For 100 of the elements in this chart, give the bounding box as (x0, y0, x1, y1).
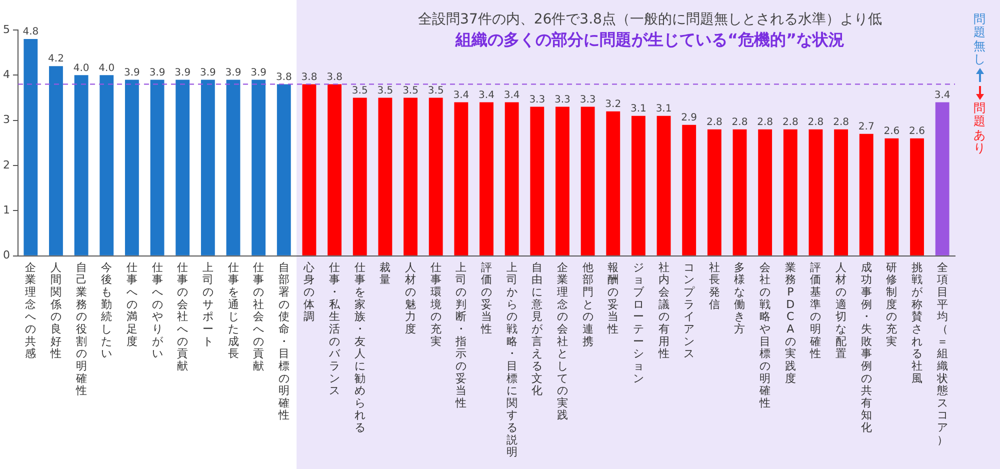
x-tick-label: 社内会議の有用性 (657, 260, 670, 360)
bar (682, 124, 696, 256)
x-tick-label: 仕事環境の充実 (429, 260, 442, 348)
bar (732, 129, 747, 256)
y-tick-label: 0 (3, 248, 10, 262)
bar (200, 80, 215, 256)
data-label: 3.2 (605, 98, 622, 110)
bar (556, 106, 570, 256)
bar (150, 80, 164, 256)
data-label: 3.9 (225, 67, 242, 78)
category-label: 会社の戦略や目標の明確性 (760, 260, 771, 410)
category-label: 仕事の社会への貢献 (253, 260, 264, 372)
data-label: 3.5 (377, 85, 394, 96)
bar (808, 129, 823, 256)
bar (302, 84, 316, 256)
data-label: 2.8 (833, 116, 849, 128)
data-label: 3.9 (174, 67, 191, 78)
x-tick-label: 上司のサポート (202, 260, 214, 348)
category-label: 自部署の使命・目標の明確性 (278, 260, 290, 422)
data-label: 2.8 (732, 116, 748, 128)
data-label: 3.9 (200, 67, 216, 78)
data-label: 3.8 (276, 72, 292, 83)
data-label: 3.3 (529, 94, 546, 106)
x-tick-label: 仕事を通じた成長 (228, 260, 239, 360)
bar (656, 116, 671, 256)
bar (758, 129, 772, 256)
bar (49, 66, 63, 256)
data-label: 4.2 (48, 54, 64, 65)
bar (884, 138, 899, 256)
data-label: 3.4 (934, 90, 950, 101)
data-label: 2.9 (681, 112, 698, 124)
data-label: 2.8 (706, 116, 722, 128)
x-tick-label: 報酬の妥当性 (606, 260, 619, 336)
data-label: 3.1 (630, 103, 646, 114)
category-label: 仕事・私生活のバランス (329, 260, 340, 398)
bar (454, 102, 468, 256)
data-label: 3.9 (124, 67, 140, 78)
category-label: 上司の判断・指示の妥当性 (456, 260, 467, 410)
data-label: 2.8 (808, 116, 824, 128)
x-tick-label: 評価基準の明確性 (809, 260, 822, 360)
data-label: 3.1 (656, 103, 672, 114)
x-tick-label: 人材の適切な配置 (834, 260, 847, 360)
x-tick-label: 社長発信 (708, 260, 720, 311)
bar (24, 39, 38, 256)
bar (252, 80, 266, 256)
bar (935, 102, 950, 256)
category-label: 業務PDCAの実践度 (784, 260, 796, 385)
data-label: 3.8 (301, 72, 318, 83)
x-tick-label: 多様な働き方 (734, 260, 746, 336)
x-tick-label: 研修制度の充実 (886, 260, 898, 348)
bar (834, 129, 848, 256)
data-label: 3.8 (326, 72, 343, 83)
data-label: 2.7 (858, 122, 874, 132)
category-label: 成功事例・失敗事例の共有知化 (860, 260, 872, 434)
x-tick-label: 企業理念への共感 (25, 260, 36, 360)
x-tick-label: 今後も勤続したい (100, 260, 112, 360)
category-label: 仕事の会社への貢献 (177, 260, 188, 372)
x-tick-label: 人間関係の良好性 (49, 260, 62, 360)
bar (100, 75, 114, 256)
category-label: 仕事を家族・友人に勧められる (354, 260, 366, 434)
category-label: 企業理念の会社としての実践 (556, 260, 568, 422)
bar (504, 102, 519, 256)
x-tick-label: 評価の妥当性 (480, 260, 492, 336)
data-label: 4.0 (98, 62, 115, 74)
bar (859, 134, 874, 256)
category-label: 上司からの戦略・目標に関する説明 (506, 260, 518, 459)
data-label: 3.5 (402, 85, 418, 96)
chart-subtitle: 全設問37件の内、26件で3.8点（一般的に問題無しとされる水準）より低 (418, 12, 882, 28)
category-label: 自由に意見が言える文化 (532, 260, 543, 398)
data-label: 2.8 (782, 116, 798, 128)
bar (276, 84, 291, 256)
bar (428, 98, 443, 256)
bar (707, 129, 722, 256)
y-tick-label: 5 (3, 22, 10, 36)
data-label: 3.4 (504, 90, 520, 101)
bar (378, 98, 392, 256)
y-tick-label: 3 (3, 113, 10, 126)
data-label: 4.8 (22, 26, 39, 38)
bar (530, 106, 544, 256)
bar (606, 111, 620, 256)
data-label: 2.8 (757, 116, 774, 128)
y-tick-label: 1 (3, 204, 10, 217)
x-tick-label: 仕事へのやりがい (152, 260, 164, 360)
text: 問題無し (973, 12, 986, 66)
bar (580, 106, 595, 256)
bar (176, 80, 190, 256)
data-label: 3.4 (478, 90, 494, 101)
data-label: 2.6 (909, 126, 925, 138)
data-label: 3.4 (453, 90, 470, 101)
y-tick-label: 2 (3, 158, 10, 172)
category-label: 全項目平均（＝組織状態スコア） (936, 260, 948, 446)
bar (910, 138, 924, 256)
y-tick-label: 4 (3, 68, 10, 82)
x-tick-label: 裁量 (380, 260, 391, 286)
data-label: 3.9 (250, 67, 267, 78)
category-label: 自己業務の役割の明確性 (76, 260, 87, 398)
bar (783, 129, 798, 256)
x-tick-label: コンプライアンス (684, 260, 696, 360)
bar (74, 75, 88, 256)
data-label: 3.3 (554, 94, 570, 106)
